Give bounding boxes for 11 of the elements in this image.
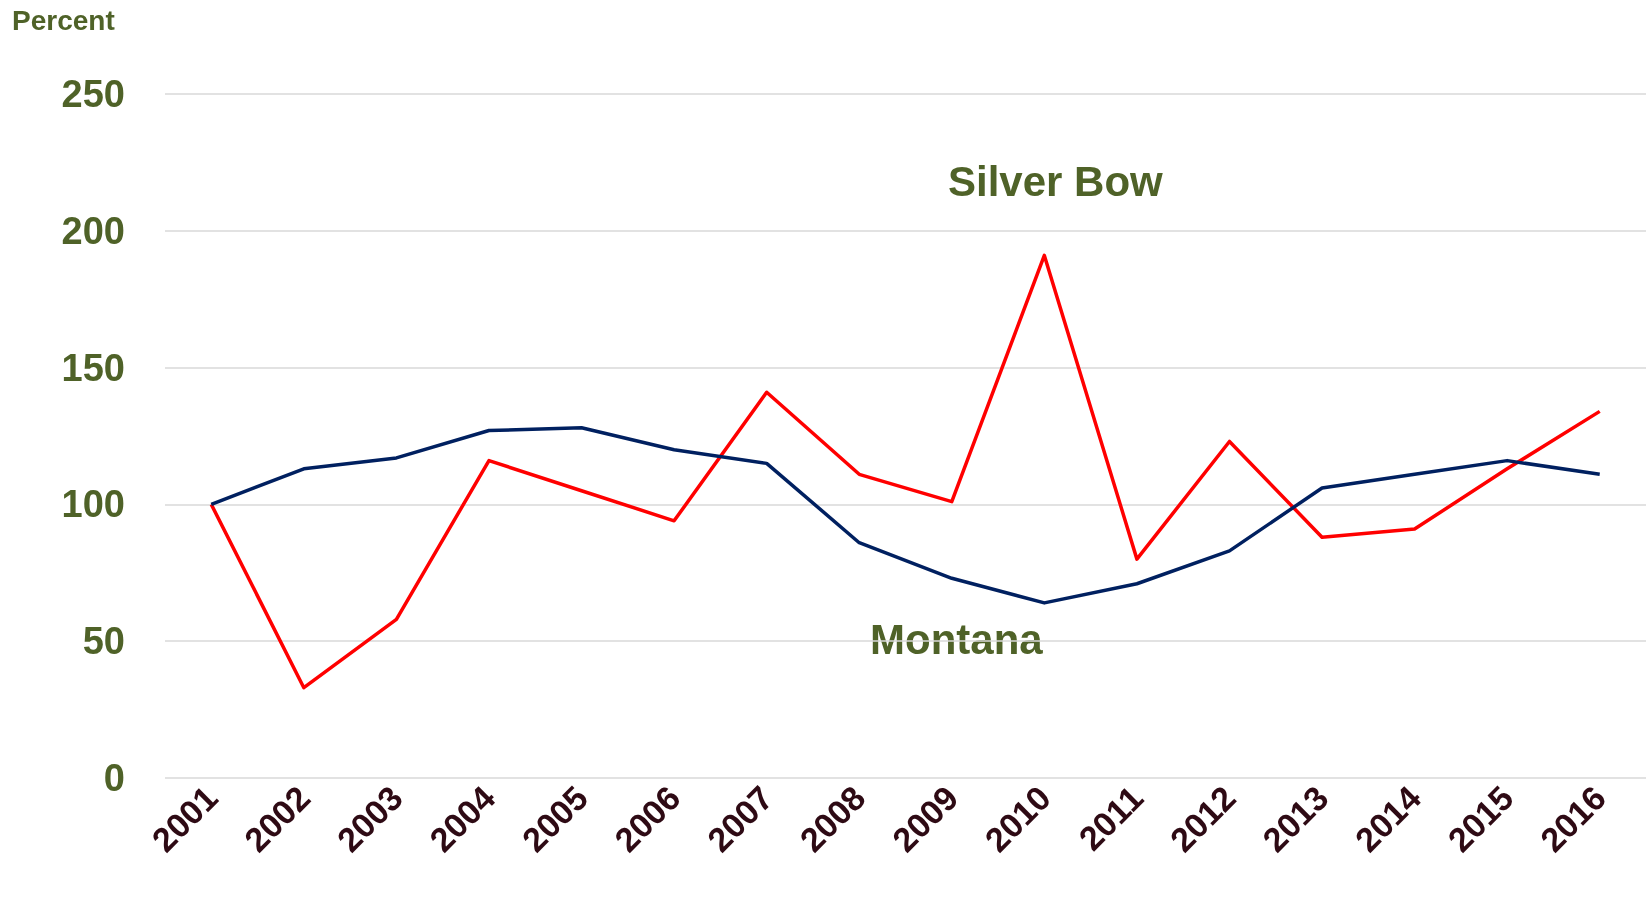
series-label: Silver Bow <box>948 157 1164 205</box>
y-tick-label: 250 <box>61 73 125 115</box>
y-tick-label: 200 <box>61 209 125 252</box>
y-tick-label: 0 <box>103 757 125 799</box>
y-axis-title: Percent <box>12 4 115 36</box>
line-series <box>209 253 1602 690</box>
series-label: Montana <box>870 615 1044 663</box>
line-series <box>209 426 1602 605</box>
y-tick-label: 50 <box>82 620 125 663</box>
y-tick-label: 150 <box>61 346 125 389</box>
y-tick-label: 100 <box>61 483 125 526</box>
